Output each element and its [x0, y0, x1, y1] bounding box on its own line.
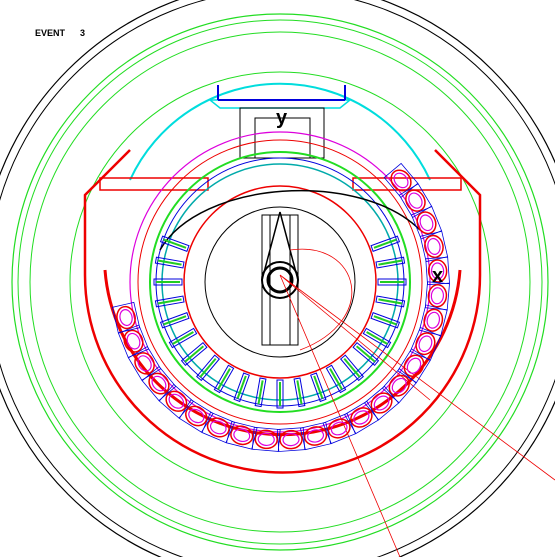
event-display: EVENT 3 y x [0, 0, 555, 557]
x-axis-label: x [432, 265, 443, 287]
event-label: EVENT [35, 28, 66, 38]
page: {"header": {"label": "EVENT", "number": … [0, 0, 555, 557]
wedge-core [380, 281, 404, 283]
wedge-core [279, 382, 281, 406]
event-number: 3 [80, 28, 85, 38]
y-axis-label: y [276, 107, 288, 129]
wedge-core [156, 281, 180, 283]
